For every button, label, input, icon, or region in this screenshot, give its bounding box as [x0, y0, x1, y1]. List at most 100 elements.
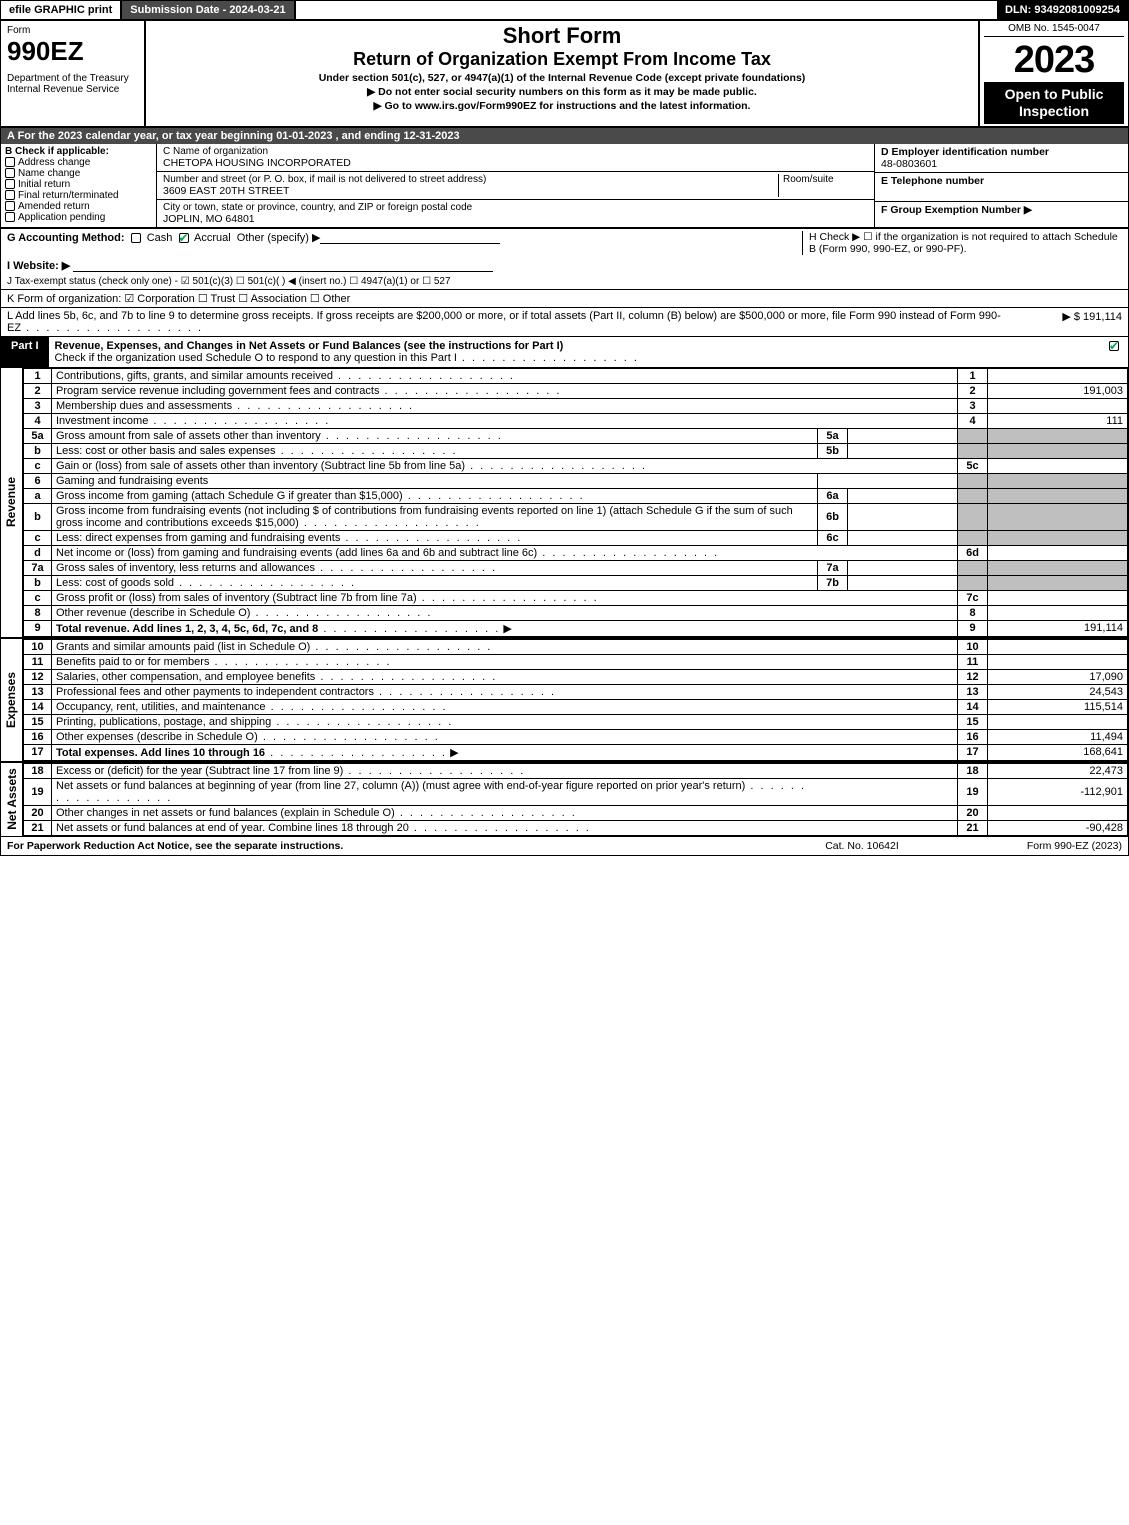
org-name: CHETOPA HOUSING INCORPORATED — [163, 157, 868, 169]
line-number: 21 — [24, 820, 52, 835]
line-desc: Gross income from gaming (attach Schedul… — [52, 488, 818, 503]
line-val-grey — [988, 473, 1128, 488]
line-desc: Contributions, gifts, grants, and simila… — [52, 368, 818, 383]
line-ref-grey — [958, 560, 988, 575]
line-value: 22,473 — [988, 763, 1128, 778]
omb-number: OMB No. 1545-0047 — [984, 23, 1124, 37]
mini-line-label: 6b — [818, 503, 848, 530]
line-val-grey — [988, 443, 1128, 458]
line-desc: Net income or (loss) from gaming and fun… — [52, 545, 818, 560]
footer-left: For Paperwork Reduction Act Notice, see … — [7, 840, 762, 852]
line-number: 1 — [24, 368, 52, 383]
checkbox-icon[interactable] — [5, 179, 15, 189]
b-amended-return[interactable]: Amended return — [5, 201, 152, 212]
form-line-12: 12Salaries, other compensation, and empl… — [24, 669, 1128, 684]
website-fill[interactable] — [73, 260, 493, 272]
header-right: OMB No. 1545-0047 2023 Open to Public In… — [978, 21, 1128, 126]
mini-line-value — [848, 575, 958, 590]
line-number: 9 — [24, 620, 52, 636]
checkbox-icon[interactable] — [5, 212, 15, 222]
expenses-rows: 10Grants and similar amounts paid (list … — [23, 639, 1128, 761]
checkbox-icon[interactable] — [131, 233, 141, 243]
form-line-c: cLess: direct expenses from gaming and f… — [24, 530, 1128, 545]
line-number: 16 — [24, 729, 52, 744]
col-def: D Employer identification number 48-0803… — [874, 144, 1128, 227]
line-ref: 15 — [958, 714, 988, 729]
c-addr-label: Number and street (or P. O. box, if mail… — [163, 174, 778, 185]
b-address-change[interactable]: Address change — [5, 157, 152, 168]
line-number: c — [24, 590, 52, 605]
mini-line-label: 5b — [818, 443, 848, 458]
header-left: Form 990EZ Department of the Treasury In… — [1, 21, 146, 126]
expenses-block: Expenses 10Grants and similar amounts pa… — [1, 637, 1128, 761]
form-line-9: 9Total revenue. Add lines 1, 2, 3, 4, 5c… — [24, 620, 1128, 636]
line-desc: Total revenue. Add lines 1, 2, 3, 4, 5c,… — [52, 620, 818, 636]
line-a: A For the 2023 calendar year, or tax yea… — [1, 128, 1128, 144]
b-label-text: B Check if applicable: — [5, 146, 109, 157]
form-line-b: bLess: cost or other basis and sales exp… — [24, 443, 1128, 458]
f-group: F Group Exemption Number ▶ — [875, 202, 1128, 218]
b-opt-3: Final return/terminated — [18, 190, 119, 201]
b-initial-return[interactable]: Initial return — [5, 179, 152, 190]
line-number: b — [24, 575, 52, 590]
checkbox-icon[interactable] — [5, 190, 15, 200]
line-ref-grey — [958, 428, 988, 443]
line-value: 191,003 — [988, 383, 1128, 398]
line-desc: Excess or (deficit) for the year (Subtra… — [52, 763, 818, 778]
line-value — [988, 605, 1128, 620]
line-val-grey — [988, 488, 1128, 503]
part-1-tag: Part I — [1, 337, 49, 367]
part-1-schedule-o-check[interactable] — [1103, 337, 1128, 367]
checkbox-icon[interactable] — [5, 201, 15, 211]
form-line-c: cGain or (loss) from sale of assets othe… — [24, 458, 1128, 473]
checkbox-icon[interactable] — [5, 157, 15, 167]
line-number: 15 — [24, 714, 52, 729]
c-city-row: City or town, state or province, country… — [157, 200, 874, 227]
efile-print-label[interactable]: efile GRAPHIC print — [1, 1, 122, 19]
line-ref: 17 — [958, 744, 988, 760]
g-other: Other (specify) ▶ — [237, 232, 321, 244]
line-number: 10 — [24, 639, 52, 654]
line-value — [988, 545, 1128, 560]
form-word: Form — [7, 25, 138, 36]
line-i: I Website: ▶ — [1, 257, 1128, 274]
line-desc: Salaries, other compensation, and employ… — [52, 669, 818, 684]
form-line-20: 20Other changes in net assets or fund ba… — [24, 805, 1128, 820]
form-990ez-page: efile GRAPHIC print Submission Date - 20… — [0, 0, 1129, 856]
dln: DLN: 93492081009254 — [997, 1, 1128, 19]
checkbox-checked-icon[interactable] — [179, 233, 189, 243]
mini-line-value — [848, 560, 958, 575]
org-city: JOPLIN, MO 64801 — [163, 213, 868, 225]
subtitle-3: ▶ Go to www.irs.gov/Form990EZ for instru… — [152, 100, 972, 112]
form-line-d: dNet income or (loss) from gaming and fu… — [24, 545, 1128, 560]
line-value: -90,428 — [988, 820, 1128, 835]
form-line-11: 11Benefits paid to or for members11 — [24, 654, 1128, 669]
line-number: 18 — [24, 763, 52, 778]
line-value — [988, 714, 1128, 729]
line-number: 20 — [24, 805, 52, 820]
line-number: b — [24, 503, 52, 530]
line-number: 19 — [24, 778, 52, 805]
line-number: 6 — [24, 473, 52, 488]
line-desc: Gross amount from sale of assets other t… — [52, 428, 818, 443]
c-name-label: C Name of organization — [163, 146, 868, 157]
g-cash: Cash — [147, 232, 173, 244]
b-label: B Check if applicable: — [5, 146, 152, 157]
line-g-h: G Accounting Method: Cash Accrual Other … — [1, 228, 1128, 257]
b-final-return[interactable]: Final return/terminated — [5, 190, 152, 201]
line-number: 12 — [24, 669, 52, 684]
line-value — [988, 805, 1128, 820]
form-line-4: 4Investment income4111 — [24, 413, 1128, 428]
form-line-8: 8Other revenue (describe in Schedule O)8 — [24, 605, 1128, 620]
checkbox-icon[interactable] — [5, 168, 15, 178]
b-name-change[interactable]: Name change — [5, 168, 152, 179]
form-line-7a: 7aGross sales of inventory, less returns… — [24, 560, 1128, 575]
line-desc: Other revenue (describe in Schedule O) — [52, 605, 818, 620]
line-desc: Other changes in net assets or fund bala… — [52, 805, 818, 820]
g-other-fill[interactable] — [320, 232, 500, 244]
line-val-grey — [988, 530, 1128, 545]
short-form-title: Short Form — [152, 23, 972, 49]
line-number: d — [24, 545, 52, 560]
line-ref: 10 — [958, 639, 988, 654]
b-application-pending[interactable]: Application pending — [5, 212, 152, 223]
